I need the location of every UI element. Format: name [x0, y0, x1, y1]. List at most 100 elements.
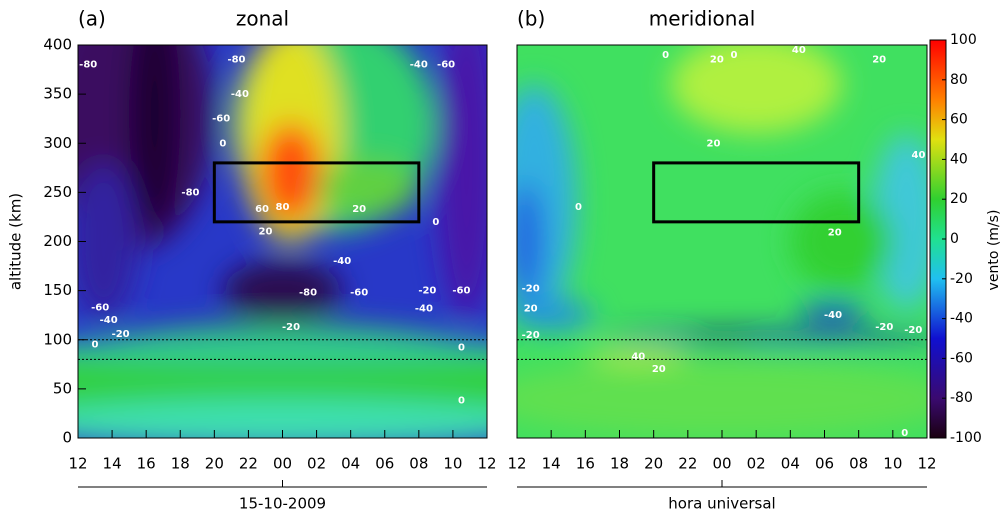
contour-label: -20: [522, 330, 540, 341]
contour-label: -40: [410, 60, 428, 71]
contour-label: -60: [91, 302, 109, 313]
x-tick-label: 00: [712, 455, 731, 473]
contour-label: 20: [352, 204, 366, 215]
field-blob: [517, 359, 927, 438]
contour-label: 0: [92, 340, 99, 351]
x-tick-label: 04: [781, 455, 800, 473]
x-tick-label: 10: [443, 455, 462, 473]
field-blob: [435, 45, 487, 321]
field-blob: [670, 45, 842, 134]
field-blob: [585, 348, 688, 361]
contour-label: -40: [100, 315, 118, 326]
contour-label: 40: [631, 351, 645, 362]
contour-label: -20: [282, 322, 300, 333]
contour-label: 20: [652, 364, 666, 375]
contour-label: -20: [418, 286, 436, 297]
y-tick-label: 100: [43, 330, 72, 348]
x-tick-label: 14: [103, 455, 122, 473]
x-tick-label: 12: [917, 455, 936, 473]
contour-label: 80: [276, 202, 290, 213]
field-blob: [222, 261, 343, 321]
colorbar-tick-label: -40: [950, 311, 973, 327]
contour-label: 20: [828, 228, 842, 239]
x-tick-label: 06: [815, 455, 834, 473]
contour-label: -20: [522, 284, 540, 295]
contour-label: 40: [792, 45, 806, 56]
x-tick-label: 12: [507, 455, 526, 473]
x-axis-label: hora universal: [668, 495, 775, 513]
colorbar-tick-label: 80: [950, 72, 968, 88]
contour-label: 0: [458, 343, 465, 354]
x-tick-label: 22: [239, 455, 258, 473]
x-tick-label: 02: [307, 455, 326, 473]
field-blob: [790, 192, 893, 291]
x-tick-label: 20: [205, 455, 224, 473]
contour-label: -80: [299, 288, 317, 299]
panel-label: (b): [517, 7, 545, 31]
panel-label: (a): [78, 7, 106, 31]
contour-label: 0: [575, 202, 582, 213]
x-tick-label: 22: [678, 455, 697, 473]
contour-label: -80: [181, 187, 199, 198]
contour-label: 0: [219, 138, 226, 149]
field-blob: [129, 45, 181, 232]
y-tick-label: 350: [43, 85, 72, 103]
x-tick-label: 12: [68, 455, 87, 473]
field-blob: [78, 337, 487, 362]
contour-label: 0: [730, 50, 737, 61]
x-tick-label: 18: [171, 455, 190, 473]
x-tick-label: 12: [477, 455, 496, 473]
panel-title: zonal: [236, 7, 289, 31]
heatmap-field: [517, 45, 927, 438]
y-tick-label: 200: [43, 232, 72, 250]
contour-label: -20: [875, 322, 893, 333]
contour-label: 0: [458, 396, 465, 407]
x-tick-label: 02: [747, 455, 766, 473]
colorbar-tick-label: 100: [950, 32, 977, 48]
colorbar-tick-label: 40: [950, 151, 968, 167]
colorbar-tick-label: -20: [950, 271, 973, 287]
field-blobs: [517, 45, 927, 438]
field-blob: [517, 300, 594, 330]
colorbar-tick-label: -100: [950, 430, 982, 446]
contour-label: 20: [258, 227, 272, 238]
field-blob: [260, 123, 322, 222]
contour-label: 60: [255, 204, 269, 215]
x-tick-label: 16: [137, 455, 156, 473]
x-axis-label: 15-10-2009: [239, 495, 326, 513]
contour-label: -80: [227, 55, 245, 66]
x-tick-label: 18: [610, 455, 629, 473]
colorbar-tick-label: 0: [950, 231, 959, 247]
contour-label: 20: [872, 55, 886, 66]
x-tick-label: 06: [375, 455, 394, 473]
contour-label: -80: [79, 60, 97, 71]
x-tick-label: 04: [341, 455, 360, 473]
y-tick-label: 50: [53, 379, 72, 397]
colorbar-tick-label: -60: [950, 350, 973, 366]
y-tick-label: 250: [43, 183, 72, 201]
colorbar-tick-label: 20: [950, 191, 968, 207]
x-tick-label: 14: [542, 455, 561, 473]
contour-label: -20: [112, 329, 130, 340]
contour-label: 0: [901, 428, 908, 439]
contour-label: -60: [437, 60, 455, 71]
contour-label: -20: [904, 325, 922, 336]
x-tick-label: 16: [576, 455, 595, 473]
x-tick-label: 08: [409, 455, 428, 473]
contour-label: 20: [706, 138, 720, 149]
y-axis-label: altitude (km): [7, 193, 25, 290]
contour-label: 20: [710, 55, 724, 66]
field-blob: [872, 133, 927, 311]
field-blob: [517, 182, 543, 301]
field-blob: [316, 157, 419, 217]
field-blobs: [78, 45, 487, 438]
contour-label: 20: [524, 303, 538, 314]
colorbar-tick-label: 60: [950, 112, 968, 128]
contour-label: 40: [911, 150, 925, 161]
y-tick-label: 150: [43, 281, 72, 299]
contour-label: -40: [824, 310, 842, 321]
field-blob: [602, 331, 927, 344]
contour-label: 0: [662, 50, 669, 61]
contour-label: 0: [432, 217, 439, 228]
